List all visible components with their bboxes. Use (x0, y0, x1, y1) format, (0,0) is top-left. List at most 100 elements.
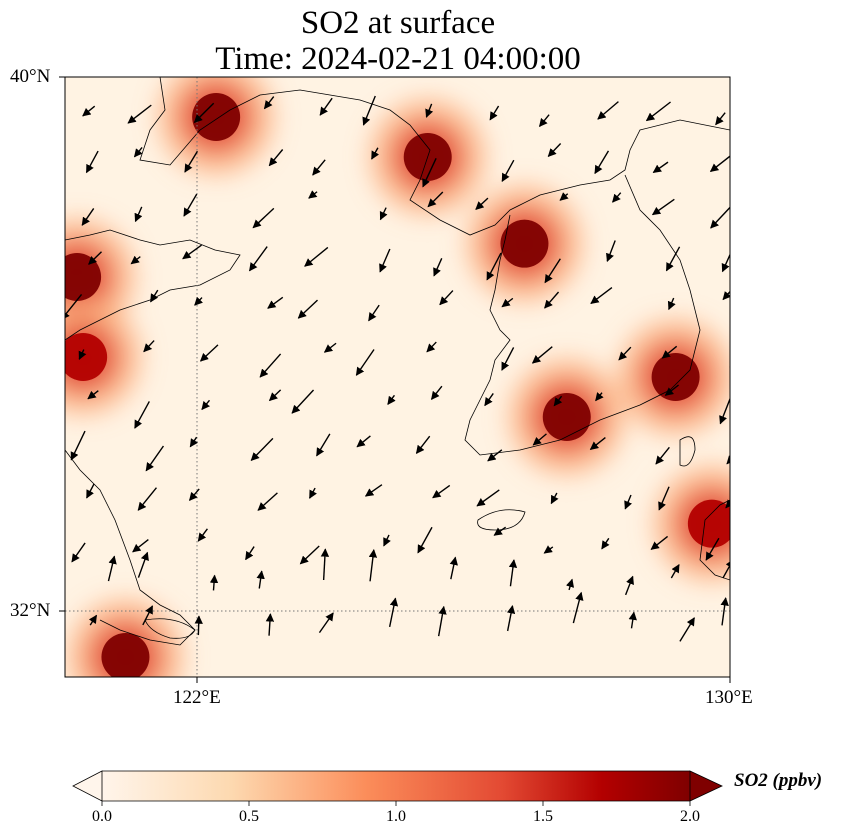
wind-arrow (543, 545, 554, 554)
wind-arrow (188, 488, 200, 501)
so2-hotspot-shandong-north (65, 253, 102, 301)
wind-arrow (316, 433, 331, 457)
wind-arrow (422, 158, 437, 188)
wind-arrow (594, 150, 610, 175)
wind-arrow (572, 591, 584, 624)
wind-arrow (538, 114, 550, 128)
wind-arrow (437, 605, 447, 637)
wind-arrow (501, 159, 515, 183)
lat-label-40: 40°N (10, 66, 51, 87)
lat-label-32: 32°N (10, 600, 51, 621)
wind-arrow (267, 296, 284, 309)
wind-arrow (432, 484, 451, 499)
wind-arrow (145, 445, 165, 472)
wind-arrow (132, 539, 149, 553)
coastline-north (139, 77, 730, 236)
wind-arrow (383, 534, 391, 547)
wind-arrow (493, 526, 507, 536)
wind-arrow (323, 342, 337, 353)
wind-arrow (182, 244, 203, 260)
wind-arrow (501, 297, 514, 308)
lon-label-130: 130°E (705, 687, 753, 708)
colorbar-tick-3: 1.5 (533, 808, 553, 825)
wind-arrow (71, 542, 86, 563)
wind-arrow (137, 487, 158, 511)
wind-arrow (722, 291, 730, 301)
wind-arrow (597, 101, 619, 120)
wind-vectors (65, 95, 730, 642)
tsushima-island (679, 436, 696, 467)
wind-arrow (719, 396, 730, 425)
wind-arrow (134, 401, 150, 429)
wind-arrow (661, 345, 678, 359)
wind-arrow (134, 206, 143, 223)
wind-arrow (355, 349, 375, 376)
colorbar-tick-1: 0.5 (239, 808, 259, 825)
wind-arrow (721, 253, 730, 273)
wind-arrow (664, 384, 680, 396)
map-title-line2: Time: 2024-02-21 04:00:00 (215, 41, 581, 77)
wind-arrow (368, 549, 378, 582)
wind-arrow (531, 346, 553, 364)
wind-arrow (651, 198, 675, 216)
colorbar (72, 770, 723, 806)
so2-hotspot-shandong-coast (65, 333, 108, 381)
jeju-island (477, 509, 526, 531)
wind-arrow (308, 190, 318, 199)
wind-arrow (388, 597, 399, 628)
wind-arrow (259, 353, 282, 378)
wind-arrow (107, 555, 117, 582)
wind-arrow (667, 297, 676, 311)
wind-arrow (486, 252, 502, 281)
wind-arrow (70, 430, 86, 461)
wind-arrow (268, 149, 284, 167)
wind-arrow (550, 492, 559, 505)
wind-arrow (618, 346, 632, 361)
wind-arrow (645, 101, 671, 122)
wind-arrow (670, 563, 680, 579)
wind-arrow (88, 251, 102, 265)
wind-arrow (143, 340, 155, 353)
wind-arrow (628, 611, 637, 629)
wind-arrow (650, 535, 669, 550)
yangtze-estuary (144, 618, 196, 639)
colorbar-tick-4: 2.0 (680, 808, 700, 825)
wind-arrow (201, 399, 211, 411)
wind-arrow (199, 344, 219, 362)
wind-arrow (624, 575, 634, 596)
wind-arrow (263, 96, 275, 110)
wind-arrow (189, 436, 198, 448)
wind-arrow (559, 192, 569, 201)
wind-arrow (387, 394, 396, 405)
wind-arrow (544, 258, 561, 284)
wind-arrow (320, 548, 330, 581)
wind-arrow (729, 358, 730, 368)
wind-arrow (508, 559, 518, 587)
wind-arrow (127, 104, 152, 124)
wind-arrow (379, 207, 388, 221)
wind-arrow (318, 612, 334, 634)
wind-arrow (710, 206, 730, 229)
wind-arrow (427, 191, 444, 208)
wind-arrow (82, 105, 96, 117)
wind-arrow (130, 255, 141, 265)
coastline-china-east (65, 449, 196, 646)
colorbar-tick-2: 1.0 (386, 808, 406, 825)
wind-arrow (606, 240, 616, 263)
wind-arrow (291, 389, 315, 414)
wind-arrow (245, 546, 255, 561)
wind-arrow (532, 433, 547, 446)
wind-arrow (705, 537, 720, 561)
wind-arrow (252, 207, 275, 229)
lon-label-122: 122°E (173, 687, 221, 708)
wind-arrow (248, 246, 268, 272)
wind-arrow (484, 393, 494, 407)
wind-arrow (88, 614, 98, 626)
wind-arrow (612, 192, 622, 203)
wind-arrow (184, 150, 199, 173)
colorbar-min-extension (72, 770, 103, 802)
so2-hotspot-shanghai (101, 633, 150, 677)
kyushu-coast (699, 499, 730, 581)
so2-hotspot-northwest-china (192, 93, 241, 141)
wind-arrow (362, 95, 376, 126)
